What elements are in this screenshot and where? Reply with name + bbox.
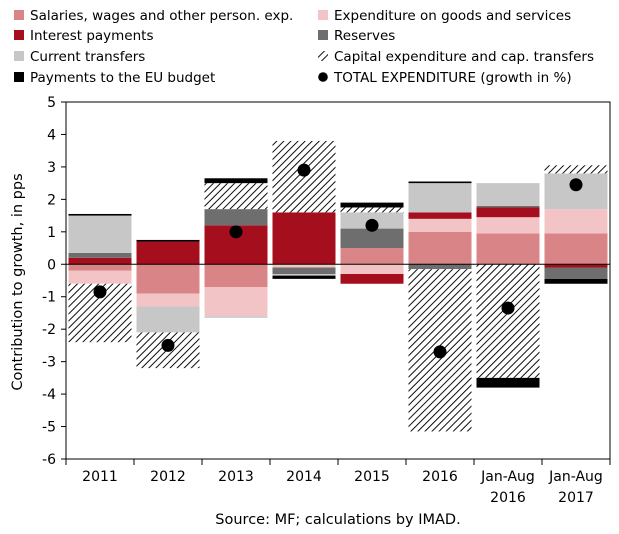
legend-label: Salaries, wages and other person. exp. xyxy=(30,8,293,24)
bar-segment xyxy=(68,252,132,258)
bar-segment xyxy=(68,215,132,253)
bar-segment xyxy=(204,183,268,210)
x-tick-label: 2016 xyxy=(422,469,458,485)
legend-label: Reserves xyxy=(334,28,395,44)
x-tick-label: 2013 xyxy=(218,469,254,485)
bar-segment xyxy=(272,275,336,279)
y-tick-label: 0 xyxy=(47,257,56,273)
x-tick-label: 2012 xyxy=(150,469,186,485)
bar-segment xyxy=(476,205,540,208)
y-tick-label: -3 xyxy=(42,355,56,371)
bar-segment xyxy=(136,241,200,265)
y-tick-label: -2 xyxy=(42,322,56,338)
legend-marker xyxy=(318,72,328,82)
source-note: Source: MF; calculations by IMAD. xyxy=(215,512,460,528)
legend-swatch xyxy=(14,51,24,61)
legend-swatch xyxy=(318,51,328,61)
x-tick-label: 2011 xyxy=(82,469,118,485)
total-point xyxy=(161,338,175,352)
legend: Salaries, wages and other person. exp. Ex… xyxy=(14,8,594,86)
bar-segment xyxy=(204,286,268,317)
y-axis-title: Contribution to growth, in pps xyxy=(10,173,26,390)
bar-segment xyxy=(204,178,268,184)
bar-segment xyxy=(340,207,404,213)
bar-segment xyxy=(340,248,404,265)
y-tick-label: 3 xyxy=(47,160,56,176)
y-tick-label: -1 xyxy=(42,290,56,306)
bar-segment xyxy=(68,213,132,216)
bar-segment xyxy=(544,165,608,174)
x-tick-label: Jan-Aug 2017 xyxy=(548,469,603,506)
bar-segment xyxy=(476,217,540,234)
bar-segment xyxy=(408,181,472,184)
y-tick-label: 1 xyxy=(47,225,56,241)
bar-segment xyxy=(544,264,608,268)
x-tick-label: Jan-Aug 2016 xyxy=(480,469,535,506)
y-tick-label: -6 xyxy=(42,452,56,468)
bar-segment xyxy=(68,257,132,265)
bar-segment xyxy=(476,264,540,378)
y-tick-label: 5 xyxy=(47,95,56,111)
bar-segment xyxy=(476,233,540,265)
y-tick-label: 4 xyxy=(47,127,56,143)
bar-segment xyxy=(340,228,404,249)
x-tick-label: 2014 xyxy=(286,469,322,485)
total-point xyxy=(569,178,583,192)
bar-segment xyxy=(340,274,404,284)
bar-segment xyxy=(340,264,404,275)
bar-segment xyxy=(408,183,472,213)
bar-segment xyxy=(476,377,540,388)
legend-swatch xyxy=(14,10,24,20)
legend-label: Interest payments xyxy=(30,28,153,44)
total-point xyxy=(501,301,515,315)
legend-label: Current transfers xyxy=(30,49,145,65)
bar-segment xyxy=(136,264,200,294)
bar-segment xyxy=(408,264,472,270)
bar-segment xyxy=(68,270,132,284)
y-tick-label: -5 xyxy=(42,420,56,436)
bar-segment xyxy=(204,316,268,318)
bar-segment xyxy=(272,264,336,268)
legend-label: Payments to the EU budget xyxy=(30,70,215,86)
bar-segment xyxy=(340,202,404,208)
bar-segment xyxy=(408,218,472,232)
bar-segment xyxy=(136,239,200,242)
bar-segment xyxy=(544,233,608,265)
total-point xyxy=(297,163,311,177)
bar-segment xyxy=(272,274,336,276)
bar-segment xyxy=(136,306,200,333)
legend-swatch xyxy=(318,10,328,20)
bar-segment xyxy=(272,267,336,275)
bar-segment xyxy=(544,278,608,284)
total-point xyxy=(365,218,379,232)
legend-label: TOTAL EXPENDITURE (growth in %) xyxy=(333,70,572,86)
bar-segment xyxy=(204,209,268,226)
legend-swatch xyxy=(318,30,328,40)
total-point xyxy=(229,225,243,239)
y-tick-label: 2 xyxy=(47,192,56,208)
plot-area: -6 -5 -4 -3 -2 -1 0 1 2 3 4 5 2011 2012 2013 2014 2015 20… xyxy=(42,95,611,506)
bar-segment xyxy=(476,207,540,218)
total-point xyxy=(433,345,447,359)
legend-swatch xyxy=(14,72,24,82)
x-tick-label: 2015 xyxy=(354,469,390,485)
legend-label: Capital expenditure and cap. transfers xyxy=(334,49,594,65)
legend-swatch xyxy=(14,30,24,40)
bar-segment xyxy=(544,209,608,234)
bar-segment xyxy=(204,264,268,287)
bar-segment xyxy=(476,183,540,206)
bar-segment xyxy=(408,212,472,219)
bar-segment xyxy=(544,267,608,279)
total-point xyxy=(93,285,107,299)
bar-segment xyxy=(68,264,132,271)
bar-segment xyxy=(136,293,200,307)
y-tick-label: -4 xyxy=(42,387,56,403)
legend-label: Expenditure on goods and services xyxy=(334,8,571,24)
bar-segment xyxy=(272,212,336,265)
bar-segment xyxy=(408,231,472,265)
